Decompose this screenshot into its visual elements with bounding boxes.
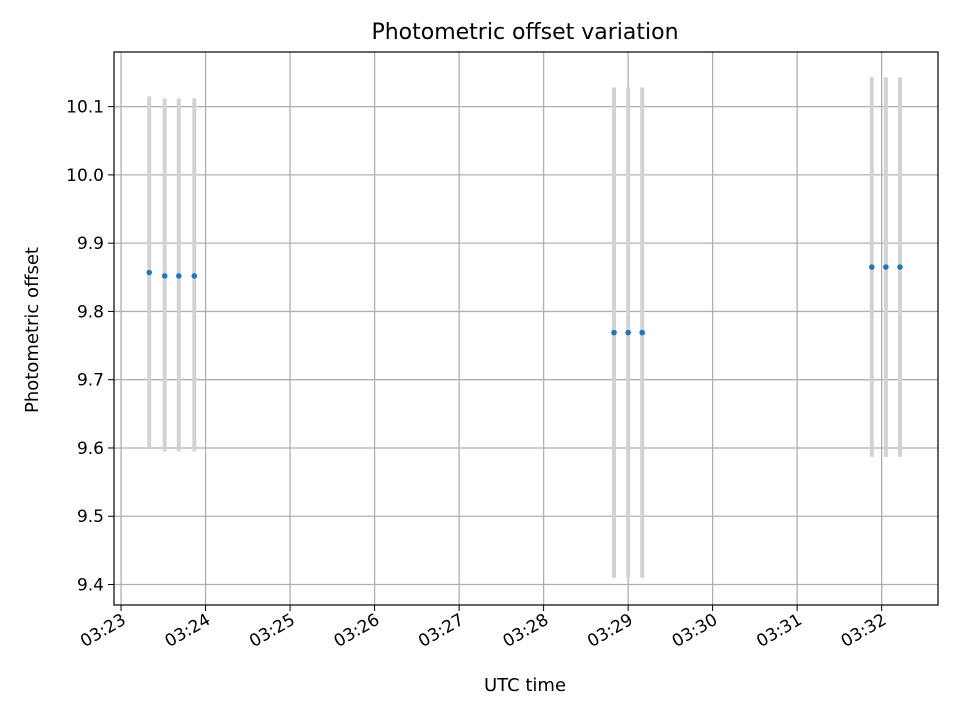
- y-tick-label: 9.4: [77, 576, 104, 596]
- y-tick-label: 9.8: [77, 302, 104, 322]
- data-point: [897, 264, 903, 270]
- data-point: [191, 273, 198, 279]
- x-axis-ticks: 03:23 03:24 03:25 03:26 03:27 03:28 03:29 03:30…: [77, 605, 890, 652]
- grid-lines: [114, 52, 938, 605]
- data-point: [146, 269, 153, 276]
- data-point: [161, 273, 168, 279]
- chart-title: Photometric offset variation: [371, 20, 678, 45]
- x-axis-label: UTC time: [484, 675, 566, 696]
- x-tick-label: 03:27: [415, 610, 467, 652]
- y-tick-label: 10.1: [66, 98, 104, 118]
- y-axis-ticks: 9.4 9.5 9.6 9.7 9.8 9.9 10.0 10.1: [66, 98, 114, 596]
- data-point: [625, 329, 631, 336]
- x-tick-label: 03:32: [838, 610, 890, 652]
- plot-frame: [113, 51, 939, 606]
- x-tick-label: 03:28: [500, 610, 552, 652]
- data-point: [175, 273, 182, 279]
- data-points: [146, 264, 903, 336]
- error-bars: [147, 77, 902, 578]
- x-tick-label: 03:30: [669, 610, 721, 652]
- x-tick-label: 03:25: [246, 610, 298, 652]
- x-tick-label: 03:29: [584, 610, 636, 652]
- y-tick-label: 9.5: [77, 507, 104, 527]
- y-tick-label: 10.0: [66, 166, 104, 186]
- y-tick-label: 9.9: [77, 234, 104, 254]
- y-tick-label: 9.6: [77, 439, 104, 459]
- x-tick-label: 03:24: [162, 610, 214, 652]
- x-tick-label: 03:26: [331, 610, 383, 652]
- y-tick-label: 9.7: [77, 371, 104, 391]
- x-tick-label: 03:31: [753, 610, 805, 652]
- data-point: [611, 329, 617, 336]
- data-point: [868, 264, 875, 270]
- y-axis-label: Photometric offset: [22, 247, 43, 413]
- data-point: [883, 264, 889, 270]
- data-point: [639, 329, 646, 336]
- x-tick-label: 03:23: [77, 610, 129, 652]
